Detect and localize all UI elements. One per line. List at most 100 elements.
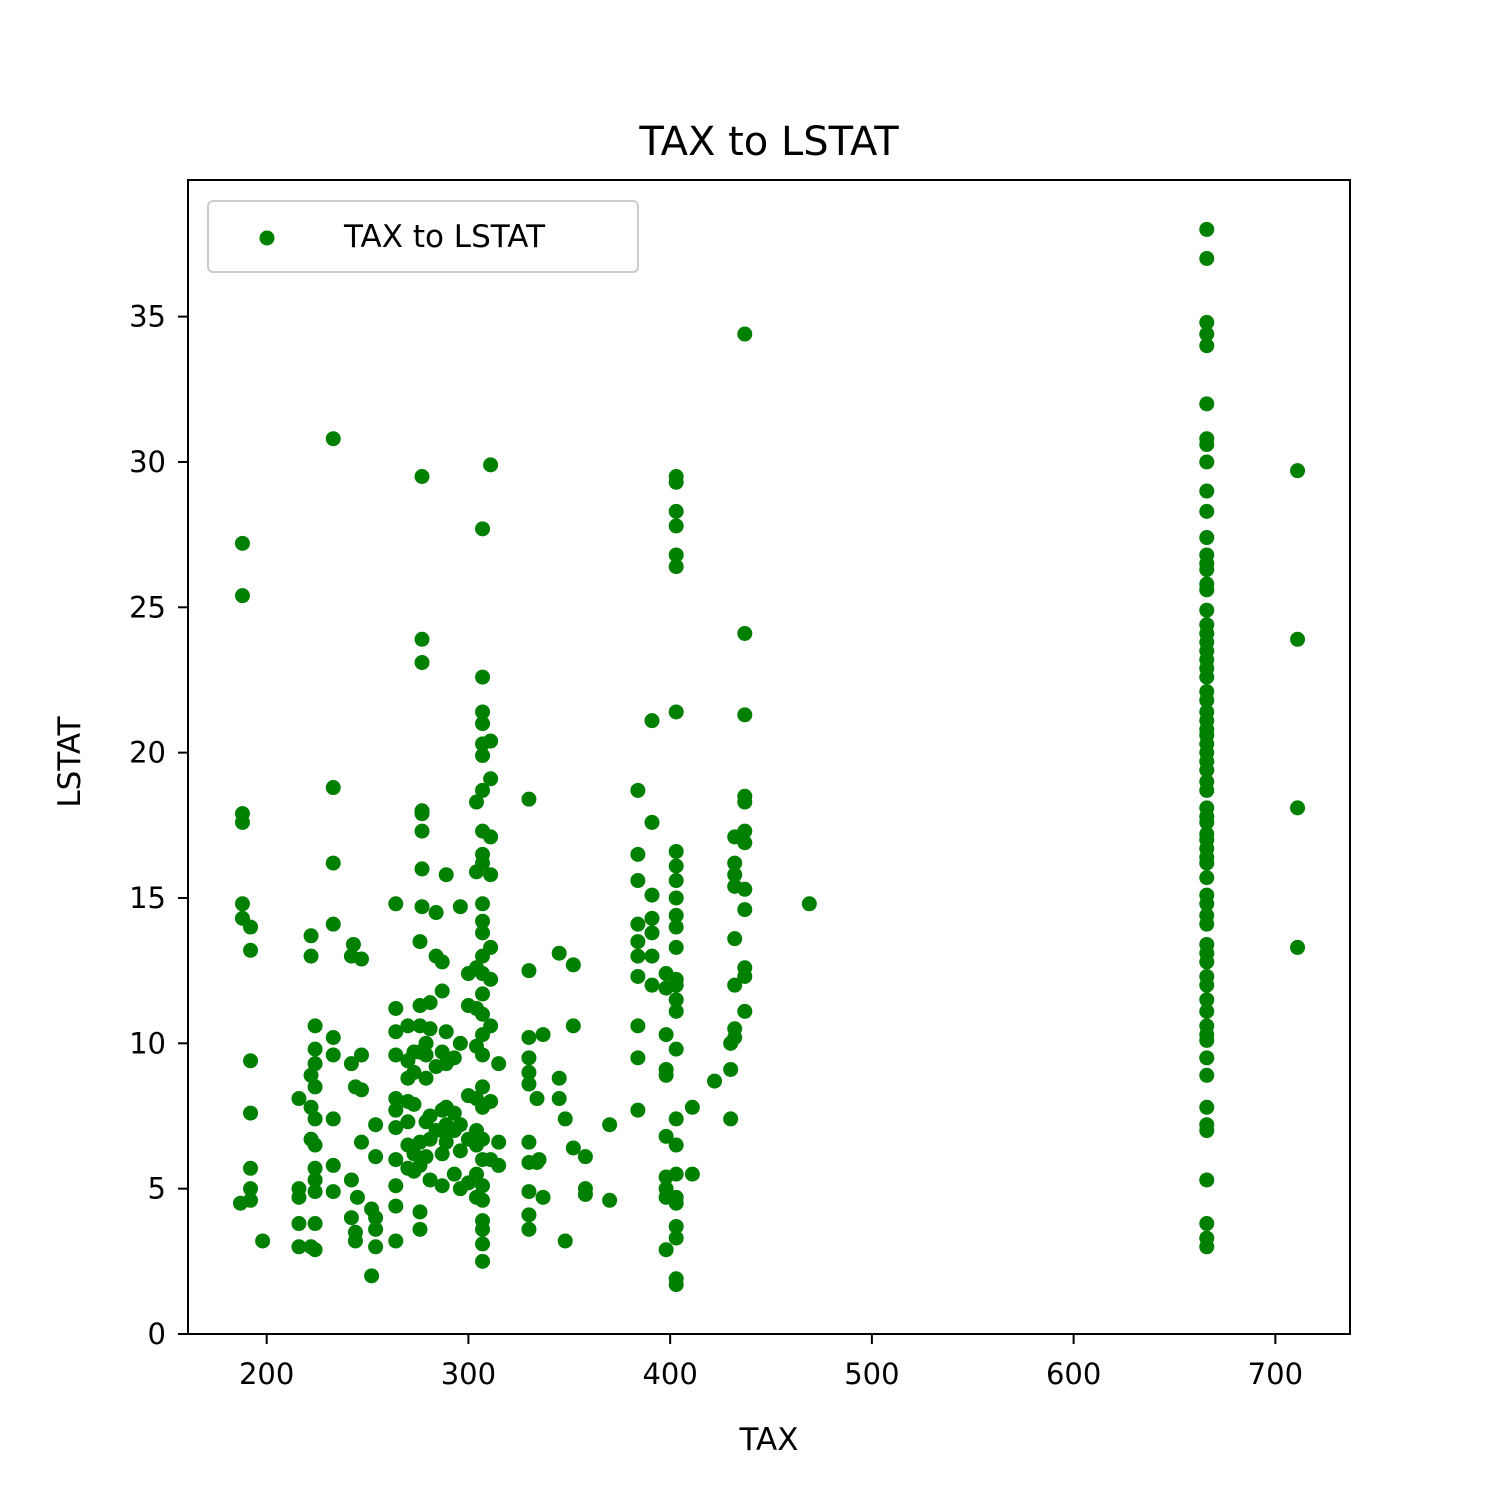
data-point <box>234 896 250 912</box>
data-point <box>668 907 684 923</box>
data-point <box>491 1134 507 1150</box>
data-point <box>468 794 484 810</box>
data-point <box>388 1152 404 1168</box>
data-point <box>1199 1172 1215 1188</box>
data-point <box>1199 1099 1215 1115</box>
data-point <box>243 1181 259 1197</box>
data-point <box>521 1030 537 1046</box>
data-point <box>406 1146 422 1162</box>
data-point <box>1290 631 1306 647</box>
data-point <box>434 1146 450 1162</box>
data-point <box>1199 896 1215 912</box>
data-point <box>307 1160 323 1176</box>
data-point <box>1199 669 1215 685</box>
data-point <box>422 1021 438 1037</box>
data-point <box>483 457 499 473</box>
data-point <box>418 1035 434 1051</box>
data-point <box>668 890 684 906</box>
data-point <box>243 942 259 958</box>
data-point <box>668 843 684 859</box>
data-point <box>307 1137 323 1153</box>
plot-area <box>188 180 1350 1334</box>
data-point <box>343 1172 359 1188</box>
data-point <box>475 704 491 720</box>
data-point <box>422 995 438 1011</box>
data-point <box>303 1099 319 1115</box>
data-point <box>483 733 499 749</box>
data-point <box>243 919 259 935</box>
data-point <box>325 1047 341 1063</box>
x-tick-label: 300 <box>441 1357 496 1391</box>
data-point <box>438 867 454 883</box>
data-point <box>414 899 430 915</box>
data-point <box>368 1221 384 1237</box>
data-point <box>1290 463 1306 479</box>
data-point <box>483 1018 499 1034</box>
data-point <box>234 588 250 604</box>
data-point <box>388 1000 404 1016</box>
x-tick-label: 500 <box>844 1357 899 1391</box>
data-point <box>1199 454 1215 470</box>
data-point <box>475 521 491 537</box>
data-point <box>565 1140 581 1156</box>
data-point <box>668 1277 684 1293</box>
data-point <box>521 1221 537 1237</box>
data-point <box>307 1041 323 1057</box>
data-point <box>644 910 660 926</box>
data-point <box>668 939 684 955</box>
data-point <box>1199 396 1215 412</box>
data-point <box>521 1050 537 1066</box>
data-point <box>303 948 319 964</box>
data-point <box>406 1064 422 1080</box>
data-point <box>388 1178 404 1194</box>
data-point <box>644 887 660 903</box>
data-point <box>475 748 491 764</box>
data-point <box>535 1189 551 1205</box>
legend-marker <box>259 230 275 246</box>
data-point <box>414 631 430 647</box>
data-point <box>1290 800 1306 816</box>
data-point <box>658 1067 674 1083</box>
data-point <box>406 1096 422 1112</box>
data-point <box>668 919 684 935</box>
data-point <box>418 1070 434 1086</box>
data-point <box>644 814 660 830</box>
data-point <box>737 835 753 851</box>
data-point <box>1199 762 1215 778</box>
data-point <box>243 1192 259 1208</box>
legend-box <box>207 200 639 273</box>
data-point <box>307 1184 323 1200</box>
data-point <box>557 1233 573 1249</box>
data-point <box>668 1218 684 1234</box>
data-point <box>368 1117 384 1133</box>
data-point <box>412 1221 428 1237</box>
y-tick-label: 10 <box>129 1026 166 1060</box>
data-point <box>737 902 753 918</box>
data-point <box>727 867 743 883</box>
data-point <box>521 963 537 979</box>
data-point <box>400 1018 416 1034</box>
data-point <box>577 1186 593 1202</box>
data-point <box>658 1242 674 1258</box>
data-point <box>521 1134 537 1150</box>
data-point <box>347 1233 363 1249</box>
data-point <box>521 1184 537 1200</box>
ticks-layer: 200 300 400 500 600 700 0 5 10 15 20 25 30 35 <box>129 300 1303 1391</box>
data-point <box>343 1056 359 1072</box>
data-point <box>483 939 499 955</box>
data-point <box>1199 692 1215 708</box>
data-point <box>234 814 250 830</box>
data-point <box>388 896 404 912</box>
data-point <box>737 881 753 897</box>
data-point <box>475 1131 491 1147</box>
data-point <box>658 1128 674 1144</box>
x-axis-title: TAX <box>739 1422 799 1458</box>
data-point <box>353 1134 369 1150</box>
data-point <box>483 1093 499 1109</box>
data-point <box>307 1172 323 1188</box>
data-point <box>325 916 341 932</box>
data-point <box>483 771 499 787</box>
data-point <box>723 1061 739 1077</box>
x-tick-label: 400 <box>642 1357 697 1391</box>
data-point <box>452 1117 468 1133</box>
